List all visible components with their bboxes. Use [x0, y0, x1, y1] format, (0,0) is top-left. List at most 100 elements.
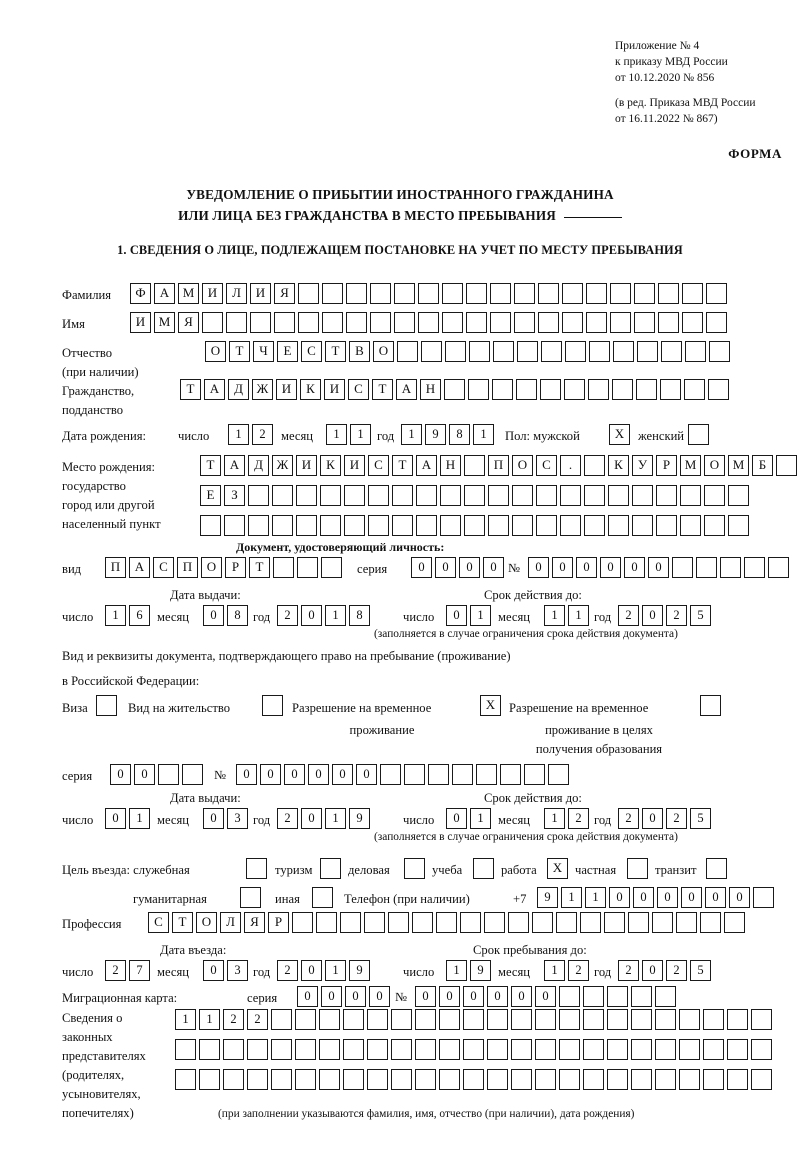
char-cell[interactable]: 9 [349, 808, 370, 829]
char-cell[interactable] [346, 283, 367, 304]
char-cell[interactable] [514, 312, 535, 333]
char-cell[interactable]: 1 [199, 1009, 220, 1030]
char-cell[interactable]: 0 [600, 557, 621, 578]
char-cell[interactable] [634, 283, 655, 304]
char-cell[interactable] [541, 341, 562, 362]
char-cell[interactable] [316, 912, 337, 933]
char-cell[interactable]: 0 [576, 557, 597, 578]
char-cell[interactable] [607, 1039, 628, 1060]
char-cell[interactable] [343, 1069, 364, 1090]
char-cell[interactable] [368, 485, 389, 506]
char-cell[interactable] [463, 1039, 484, 1060]
char-cell[interactable]: 7 [129, 960, 150, 981]
char-cell[interactable] [660, 379, 681, 400]
char-cell[interactable] [248, 515, 269, 536]
char-cell[interactable] [583, 1009, 604, 1030]
char-cell[interactable]: 9 [470, 960, 491, 981]
char-cell[interactable] [223, 1069, 244, 1090]
char-cell[interactable]: 3 [227, 808, 248, 829]
char-cell[interactable] [583, 1069, 604, 1090]
char-cell[interactable] [248, 485, 269, 506]
char-cell[interactable]: 0 [729, 887, 750, 908]
char-cell[interactable] [536, 515, 557, 536]
char-cell[interactable]: 2 [666, 960, 687, 981]
char-cell[interactable] [322, 312, 343, 333]
char-cell[interactable]: 2 [666, 605, 687, 626]
char-cell[interactable] [704, 515, 725, 536]
char-cell[interactable]: . [560, 455, 581, 476]
char-cell[interactable] [344, 485, 365, 506]
char-cell[interactable] [679, 1039, 700, 1060]
char-cell[interactable] [586, 312, 607, 333]
char-cell[interactable] [158, 764, 179, 785]
char-cell[interactable] [679, 1069, 700, 1090]
char-cell[interactable] [538, 312, 559, 333]
char-cell[interactable] [199, 1069, 220, 1090]
char-cell[interactable] [320, 485, 341, 506]
char-cell[interactable]: 0 [297, 986, 318, 1007]
char-cell[interactable] [320, 515, 341, 536]
char-cell[interactable] [751, 1009, 772, 1030]
char-cell[interactable] [658, 283, 679, 304]
char-cell[interactable] [488, 485, 509, 506]
char-cell[interactable] [296, 515, 317, 536]
char-cell[interactable]: 1 [470, 605, 491, 626]
char-cell[interactable]: 1 [561, 887, 582, 908]
char-cell[interactable] [490, 312, 511, 333]
char-cell[interactable]: Ж [252, 379, 273, 400]
char-cell[interactable] [391, 1069, 412, 1090]
char-cell[interactable] [607, 986, 628, 1007]
char-cell[interactable] [364, 912, 385, 933]
char-cell[interactable] [700, 912, 721, 933]
char-cell[interactable] [298, 312, 319, 333]
char-cell[interactable] [684, 379, 705, 400]
char-cell[interactable]: О [373, 341, 394, 362]
char-cell[interactable] [682, 283, 703, 304]
char-cell[interactable] [512, 485, 533, 506]
char-cell[interactable] [392, 515, 413, 536]
char-cell[interactable]: 2 [618, 605, 639, 626]
char-cell[interactable] [564, 379, 585, 400]
char-cell[interactable]: 1 [175, 1009, 196, 1030]
char-cell[interactable]: 0 [415, 986, 436, 1007]
char-cell[interactable]: О [512, 455, 533, 476]
char-cell[interactable]: 2 [252, 424, 273, 445]
char-cell[interactable] [175, 1069, 196, 1090]
char-cell[interactable]: К [300, 379, 321, 400]
char-cell[interactable] [637, 341, 658, 362]
char-cell[interactable] [776, 455, 797, 476]
char-cell[interactable] [535, 1009, 556, 1030]
char-cell[interactable]: 2 [277, 808, 298, 829]
birth-place-input-row-3[interactable] [200, 515, 749, 536]
char-cell[interactable] [271, 1009, 292, 1030]
char-cell[interactable] [440, 515, 461, 536]
char-cell[interactable]: 0 [633, 887, 654, 908]
char-cell[interactable] [583, 986, 604, 1007]
char-cell[interactable]: 0 [552, 557, 573, 578]
sex-female-checkbox[interactable] [688, 424, 709, 445]
char-cell[interactable]: А [396, 379, 417, 400]
char-cell[interactable] [391, 1009, 412, 1030]
char-cell[interactable]: А [129, 557, 150, 578]
char-cell[interactable]: 2 [618, 960, 639, 981]
char-cell[interactable] [511, 1009, 532, 1030]
char-cell[interactable]: 1 [544, 808, 565, 829]
char-cell[interactable]: 1 [228, 424, 249, 445]
char-cell[interactable]: Е [200, 485, 221, 506]
char-cell[interactable]: 2 [666, 808, 687, 829]
char-cell[interactable] [415, 1069, 436, 1090]
char-cell[interactable]: Т [372, 379, 393, 400]
char-cell[interactable] [661, 341, 682, 362]
char-cell[interactable] [753, 887, 774, 908]
char-cell[interactable]: Ф [130, 283, 151, 304]
char-cell[interactable] [271, 1069, 292, 1090]
char-cell[interactable]: 0 [439, 986, 460, 1007]
purpose-work-checkbox[interactable]: X [547, 858, 568, 879]
char-cell[interactable] [274, 312, 295, 333]
